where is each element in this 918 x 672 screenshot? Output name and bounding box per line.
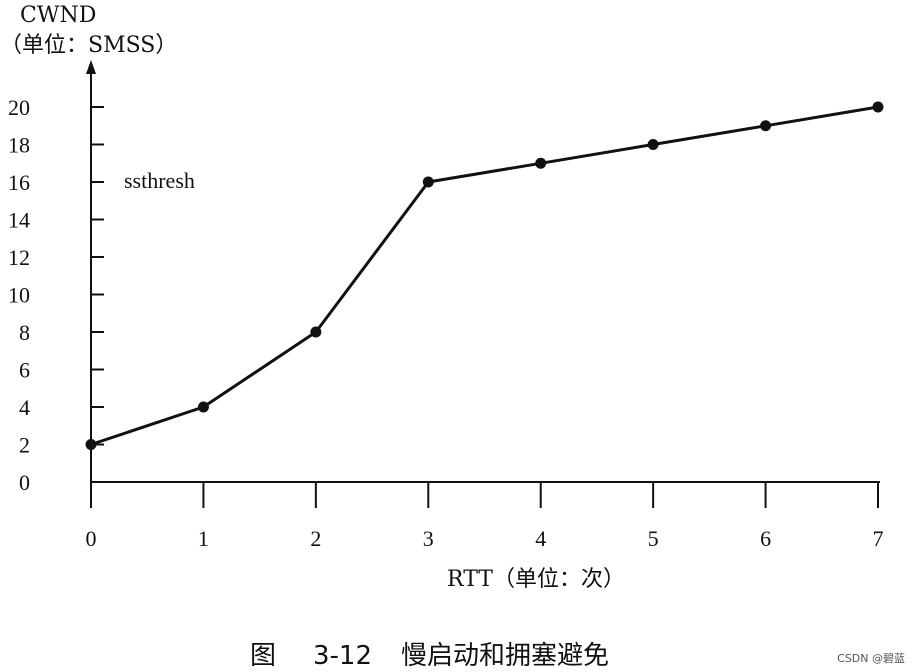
y-ticks: 0 2 4 6 8 10 12 14 16 18 20 — [8, 95, 104, 495]
y-tick-label: 20 — [8, 95, 30, 120]
y-axis-title-line2: （单位：SMSS） — [0, 33, 177, 58]
x-ticks: 0 1 2 3 4 5 6 7 — [86, 482, 884, 551]
figure-caption: 图 3-12 慢启动和拥塞避免 — [250, 641, 609, 671]
ssthresh-annotation: ssthresh — [124, 168, 195, 193]
y-tick-label: 12 — [8, 245, 30, 270]
x-tick-label: 4 — [535, 526, 546, 551]
y-tick-label: 18 — [8, 133, 30, 158]
y-axis-title: CWND （单位：SMSS） — [0, 3, 177, 58]
y-tick-label: 4 — [19, 395, 30, 420]
x-tick-label: 5 — [648, 526, 659, 551]
watermark-text: CSDN @碧蓝 — [837, 652, 905, 665]
y-tick-label: 16 — [8, 170, 30, 195]
y-axis-title-line1: CWND — [20, 3, 96, 28]
data-point — [85, 439, 97, 450]
x-tick-label: 3 — [423, 526, 434, 551]
y-tick-label: 2 — [19, 433, 30, 458]
data-point — [872, 101, 884, 113]
y-tick-label: 6 — [19, 358, 30, 383]
x-tick-label: 1 — [198, 526, 209, 551]
data-point — [535, 157, 547, 169]
cwnd-series-points — [85, 101, 884, 450]
x-tick-label: 6 — [760, 526, 771, 551]
y-tick-label: 14 — [8, 208, 30, 233]
y-tick-label: 8 — [19, 320, 30, 345]
y-tick-label: 0 — [19, 470, 30, 495]
caption-title: 慢启动和拥塞避免 — [401, 641, 609, 671]
y-tick-label: 10 — [8, 283, 30, 308]
x-tick-label: 7 — [873, 526, 884, 551]
x-tick-label: 2 — [310, 526, 321, 551]
caption-label: 图 — [250, 641, 276, 671]
data-point — [760, 120, 772, 132]
data-point — [197, 401, 209, 413]
data-point — [310, 326, 322, 338]
caption-number: 3-12 — [313, 641, 372, 671]
data-point — [422, 176, 434, 188]
x-axis-title: RTT（单位：次） — [447, 567, 625, 592]
cwnd-series-line — [90, 105, 879, 446]
x-tick-label: 0 — [86, 526, 97, 551]
data-point — [647, 139, 659, 150]
